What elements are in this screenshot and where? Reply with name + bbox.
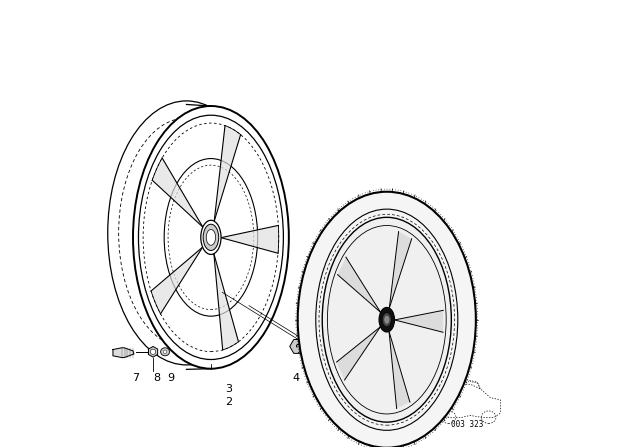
Ellipse shape [305, 338, 333, 363]
Polygon shape [152, 158, 203, 227]
Polygon shape [151, 247, 203, 314]
Text: 1: 1 [415, 270, 422, 280]
Text: 6: 6 [341, 373, 348, 383]
Polygon shape [394, 310, 444, 332]
Ellipse shape [133, 106, 289, 369]
Ellipse shape [322, 217, 451, 422]
Ellipse shape [333, 351, 347, 364]
Polygon shape [214, 254, 239, 350]
Polygon shape [389, 232, 412, 308]
Text: 8: 8 [153, 373, 160, 383]
Polygon shape [389, 332, 410, 409]
Ellipse shape [309, 341, 328, 359]
Ellipse shape [326, 345, 353, 370]
Ellipse shape [379, 307, 394, 332]
Ellipse shape [201, 220, 221, 254]
Ellipse shape [298, 192, 476, 448]
Polygon shape [337, 257, 381, 312]
Polygon shape [214, 125, 241, 221]
Ellipse shape [163, 350, 167, 353]
Text: 003 323: 003 323 [451, 420, 483, 429]
Ellipse shape [382, 313, 391, 327]
Ellipse shape [150, 349, 156, 354]
Polygon shape [113, 348, 134, 358]
Polygon shape [337, 327, 380, 380]
Ellipse shape [384, 316, 389, 324]
Text: 4: 4 [292, 373, 299, 383]
Polygon shape [221, 225, 278, 253]
Text: 2: 2 [225, 397, 232, 407]
Ellipse shape [203, 224, 219, 250]
Text: 7: 7 [132, 373, 139, 383]
Text: 5: 5 [319, 373, 326, 383]
Ellipse shape [161, 348, 170, 356]
Text: 9: 9 [167, 373, 175, 383]
Text: 3: 3 [225, 384, 232, 394]
Ellipse shape [206, 229, 216, 245]
